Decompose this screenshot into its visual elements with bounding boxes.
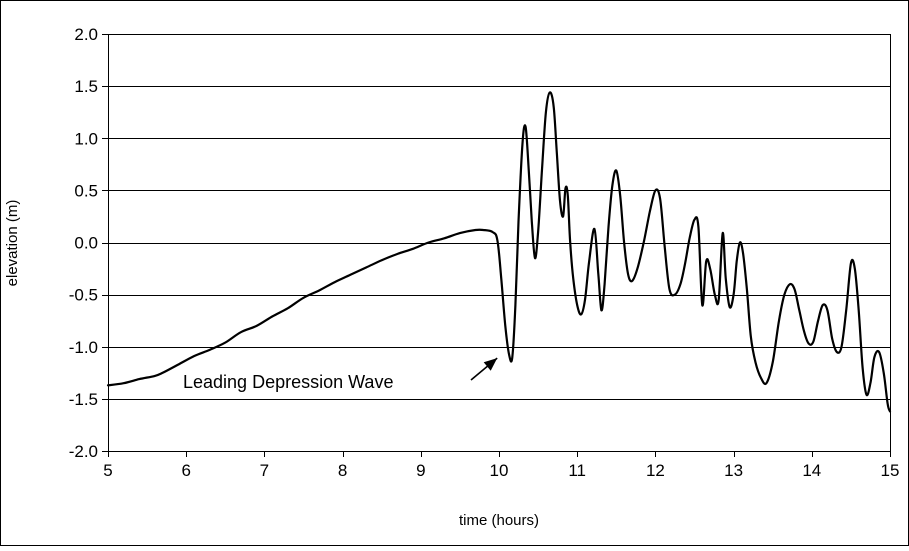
x-axis-tick-marks (108, 451, 891, 457)
x-tick-label: 7 (260, 461, 269, 480)
y-axis-tick-labels: 2.0 1.5 1.0 0.5 0.0 -0.5 -1.0 -1.5 -2.0 (69, 25, 98, 461)
annotation-group: Leading Depression Wave (183, 357, 498, 392)
y-tick-label: -2.0 (69, 442, 98, 461)
x-axis-title: time (hours) (459, 512, 539, 529)
y-tick-label: -1.0 (69, 338, 98, 357)
x-tick-label: 10 (490, 461, 509, 480)
x-tick-label: 6 (181, 461, 190, 480)
x-tick-label: 13 (724, 461, 743, 480)
x-axis-tick-labels: 5 6 7 8 9 10 11 12 13 14 15 (103, 461, 899, 480)
elevation-series-line (106, 91, 892, 413)
y-axis-title: elevation (m) (4, 200, 21, 287)
x-tick-label: 11 (568, 461, 586, 480)
y-axis-tick-marks (102, 34, 108, 452)
x-tick-label: 12 (646, 461, 665, 480)
gridlines (108, 86, 890, 400)
y-tick-label: 1.0 (74, 129, 98, 148)
annotation-leading-depression-wave: Leading Depression Wave (183, 372, 393, 392)
x-tick-label: 5 (103, 461, 112, 480)
x-tick-label: 8 (338, 461, 347, 480)
y-tick-label: 0.5 (74, 181, 98, 200)
x-tick-label: 14 (802, 461, 821, 480)
x-tick-label: 15 (881, 461, 900, 480)
y-tick-label: 0.0 (74, 234, 98, 253)
y-tick-label: 1.5 (74, 77, 98, 96)
y-tick-label: 2.0 (74, 25, 98, 44)
y-tick-label: -1.5 (69, 390, 98, 409)
annotation-arrow-head (483, 358, 498, 371)
x-tick-label: 9 (416, 461, 425, 480)
y-tick-label: -0.5 (69, 286, 98, 305)
